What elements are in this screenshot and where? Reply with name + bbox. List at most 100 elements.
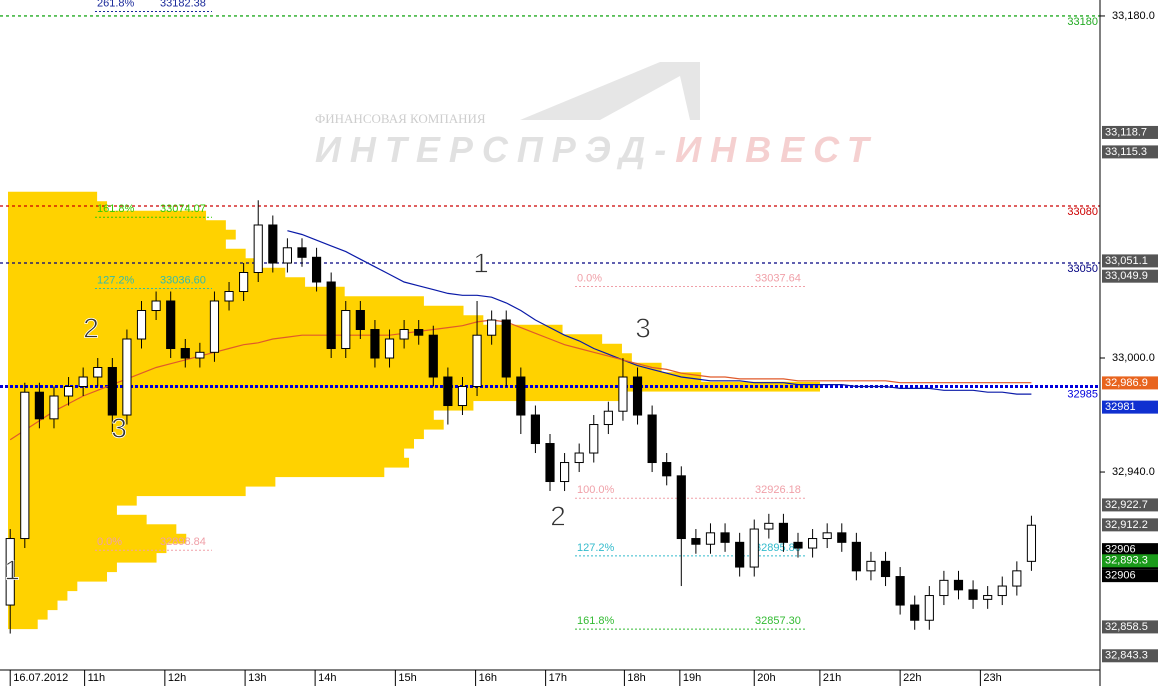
candle-body	[632, 376, 643, 416]
candle-body	[662, 462, 672, 477]
candle-body	[749, 528, 759, 568]
candle-body	[589, 424, 599, 454]
price-tag-box	[1102, 649, 1158, 663]
volume-bar	[8, 353, 632, 364]
candle-body	[20, 391, 30, 540]
price-axis	[1100, 0, 1160, 686]
volume-bar	[8, 457, 410, 468]
candle-body	[93, 367, 103, 378]
volume-bar	[8, 362, 662, 373]
candle-body	[939, 579, 949, 597]
volume-bar	[8, 258, 256, 269]
candle-body	[457, 386, 468, 407]
x-tick-label: 23h	[983, 672, 1001, 684]
candle-body	[560, 462, 570, 483]
price-tag: 32,893.3	[1102, 554, 1158, 568]
price-tag: 32,922.7	[1102, 498, 1158, 512]
volume-bar	[8, 590, 68, 601]
price-tag-label: 32,986.9	[1105, 377, 1148, 389]
volume-bar	[8, 552, 157, 563]
price-tag-label: 32,922.7	[1105, 499, 1148, 511]
level-label: 33180	[1067, 16, 1098, 28]
price-tag: 33,118.7	[1102, 125, 1158, 139]
y-tick-label: 33,180.0	[1112, 10, 1155, 22]
wave-label: 3	[635, 312, 651, 343]
price-tag: 32,986.9	[1102, 376, 1158, 390]
candle-body	[195, 351, 205, 359]
candle-body	[136, 310, 147, 340]
fib-percent: 100.0%	[577, 484, 615, 496]
candle-body	[647, 414, 657, 464]
watermark-name: ИНТЕРСПРЭД-ИНВЕСТ	[315, 129, 878, 170]
candle-body	[107, 367, 117, 416]
x-tick-label: 22h	[903, 672, 921, 684]
volume-bar	[8, 609, 48, 620]
watermark-pink: ИНВЕСТ	[675, 129, 878, 170]
candle-body	[530, 414, 540, 445]
price-tag-label: 32981	[1105, 401, 1136, 413]
candle-body	[822, 532, 832, 540]
volume-bar	[8, 201, 108, 212]
fib-percent: 161.8%	[577, 615, 615, 627]
candle-body	[472, 334, 482, 388]
candle-body	[151, 300, 161, 312]
price-tag-box	[1102, 125, 1158, 139]
volume-bar	[8, 581, 78, 592]
candle-body	[516, 376, 526, 416]
candle-body	[997, 585, 1007, 597]
volume-bar	[8, 334, 603, 345]
x-tick-label: 19h	[683, 672, 701, 684]
x-tick-label: 20h	[757, 672, 775, 684]
candle-body	[370, 329, 380, 359]
fib-price: 32926.18	[755, 484, 801, 496]
y-tick-label: 32,940.0	[1112, 466, 1155, 478]
fib-percent: 127.2%	[97, 274, 135, 286]
candle-body	[428, 334, 438, 378]
price-tag: 32,843.3	[1102, 649, 1158, 663]
candle-body	[705, 532, 716, 545]
volume-bar	[8, 619, 38, 630]
volume-bar	[8, 476, 276, 487]
volume-bar	[8, 372, 702, 383]
volume-bar	[8, 524, 177, 535]
price-tag-box	[1102, 145, 1158, 159]
volume-bar	[8, 419, 444, 430]
price-tag-label: 33,049.9	[1105, 270, 1148, 282]
watermark-gray: ИНТЕРСПРЭД-	[315, 129, 675, 170]
candle-body	[603, 410, 613, 426]
volume-bar	[8, 410, 434, 421]
candle-body	[414, 329, 424, 336]
fib-price: 32857.30	[755, 615, 801, 627]
x-tick-label: 11h	[88, 672, 106, 684]
watermark-company: ФИНАНСОВАЯ КОМПАНИЯ	[315, 111, 486, 126]
price-tag-box	[1102, 254, 1158, 268]
x-tick-label: 16h	[479, 672, 497, 684]
price-tag-box	[1102, 554, 1158, 568]
candle-body	[837, 532, 847, 543]
price-tag-box	[1102, 518, 1158, 532]
candle-body	[720, 532, 730, 543]
volume-bar	[8, 571, 108, 582]
x-tick-label: 21h	[823, 672, 841, 684]
candle-body	[399, 329, 409, 340]
x-tick-label: 16.07.2012	[13, 672, 68, 684]
level-label: 33050	[1067, 263, 1098, 275]
candle-body	[63, 386, 74, 397]
candle-body	[326, 281, 336, 350]
candle-body	[953, 579, 964, 591]
logo	[520, 62, 700, 120]
candle-body	[778, 522, 789, 543]
y-tick-label: 33,000.0	[1112, 352, 1155, 364]
volume-bar	[8, 267, 286, 278]
price-tag-box	[1102, 620, 1158, 634]
price-tag-label: 33,118.7	[1105, 126, 1147, 138]
price-tag-label: 32906	[1105, 544, 1136, 556]
candle-body	[735, 541, 745, 568]
volume-bar	[8, 400, 474, 411]
candle-body	[78, 376, 88, 388]
wave-label: 1	[473, 247, 489, 278]
fib-price: 33036.60	[160, 274, 206, 286]
watermark: ФИНАНСОВАЯ КОМПАНИЯ ИНТЕРСПРЭД-ИНВЕСТ	[315, 62, 878, 170]
